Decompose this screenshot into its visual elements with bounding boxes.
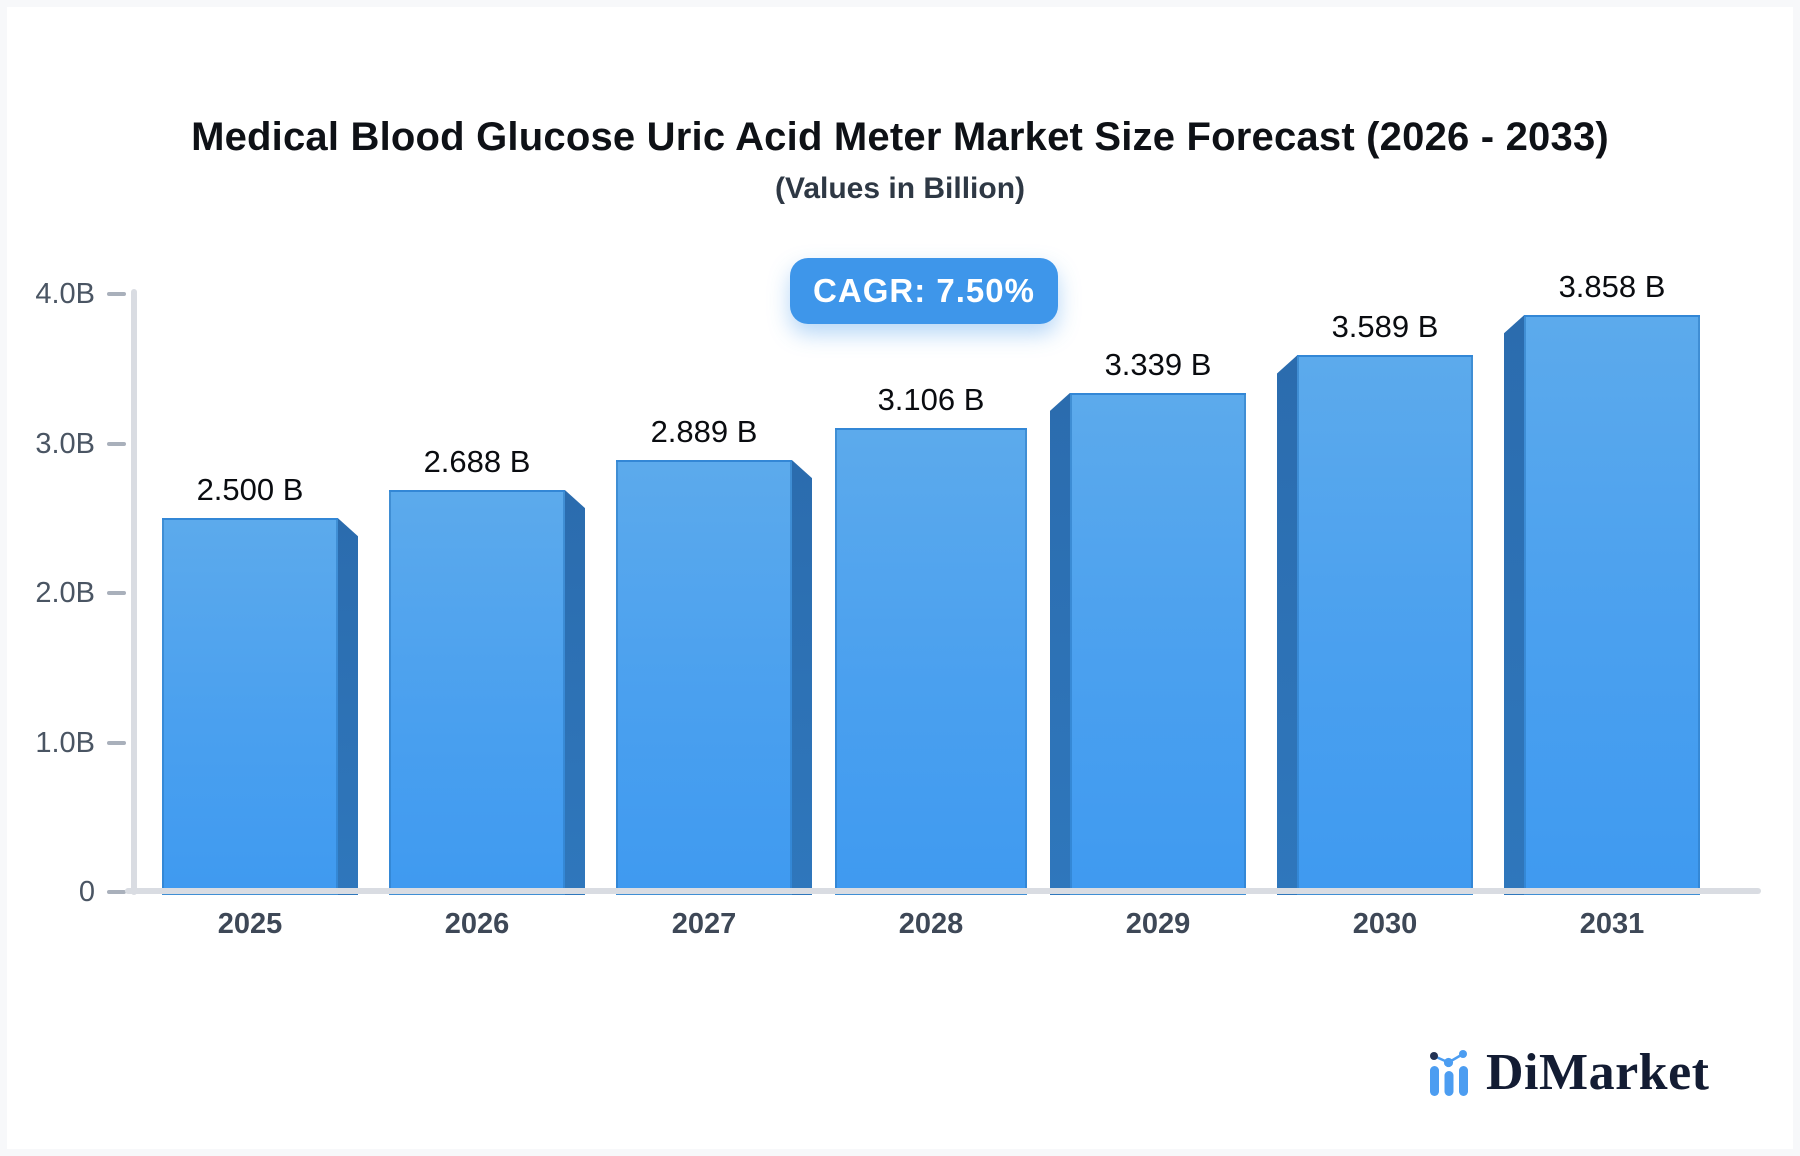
cagr-badge: CAGR: 7.50%	[790, 258, 1058, 324]
bar-2026	[389, 490, 565, 895]
y-tick-label: 1.0B	[35, 726, 95, 759]
chart-title: Medical Blood Glucose Uric Acid Meter Ma…	[191, 115, 1609, 159]
x-tick-label: 2025	[217, 908, 283, 940]
bar-2028	[835, 427, 1027, 895]
bar-value-label: 2.500 B	[196, 472, 304, 508]
bar-2029	[1070, 392, 1246, 895]
brand-logo: DiMarket	[1427, 1047, 1709, 1099]
bar-value-label: 3.858 B	[1558, 269, 1666, 305]
bar-side-face-2029	[1050, 392, 1070, 895]
x-tick-label: 2026	[444, 908, 510, 940]
y-axis-line	[131, 289, 137, 895]
bar-side-face-2025	[338, 518, 358, 895]
bar-2027	[616, 460, 792, 895]
y-tick-dash	[107, 441, 126, 446]
bar-value-label: 3.339 B	[1104, 346, 1212, 382]
x-tick-label: 2031	[1579, 908, 1645, 940]
x-tick-label: 2028	[898, 908, 964, 940]
x-tick-label: 2029	[1125, 908, 1191, 940]
bar-2025	[162, 518, 338, 895]
bar-value-label: 3.106 B	[877, 381, 985, 417]
y-tick-dash	[107, 591, 126, 595]
plot-area: 2.500 B 2.688 B 2.889 B 3.106 B 3.339 B 3.589…	[7, 7, 1793, 1149]
bar-value-label: 2.688 B	[423, 444, 531, 480]
y-tick-label: 2.0B	[35, 577, 95, 609]
y-tick-dash	[107, 292, 126, 296]
bar-side-face-2027	[792, 460, 812, 895]
bar-2031	[1524, 315, 1700, 895]
bar-side-face-2031	[1504, 315, 1524, 895]
y-tick-label: 3.0B	[35, 427, 95, 460]
x-tick-label: 2027	[671, 908, 737, 940]
mini-bar-line-chart-icon	[1430, 1050, 1468, 1096]
bar-value-label: 3.589 B	[1331, 309, 1439, 345]
bar-2030	[1297, 355, 1473, 895]
y-tick-label: 0	[78, 876, 95, 908]
chart-subtitle: (Values in Billion)	[774, 172, 1026, 205]
y-tick-dash	[107, 740, 126, 745]
y-tick-label: 4.0B	[35, 278, 95, 310]
chart-card: Medical Blood Glucose Uric Acid Meter Ma…	[7, 7, 1793, 1149]
bar-value-label: 2.889 B	[650, 414, 758, 450]
bar-side-face-2026	[565, 490, 585, 895]
y-tick-dash	[107, 890, 126, 894]
brand-name: DiMarket	[1486, 1044, 1710, 1101]
x-tick-label: 2030	[1352, 908, 1418, 940]
x-axis-line	[125, 888, 1761, 894]
bar-side-face-2030	[1277, 355, 1297, 895]
